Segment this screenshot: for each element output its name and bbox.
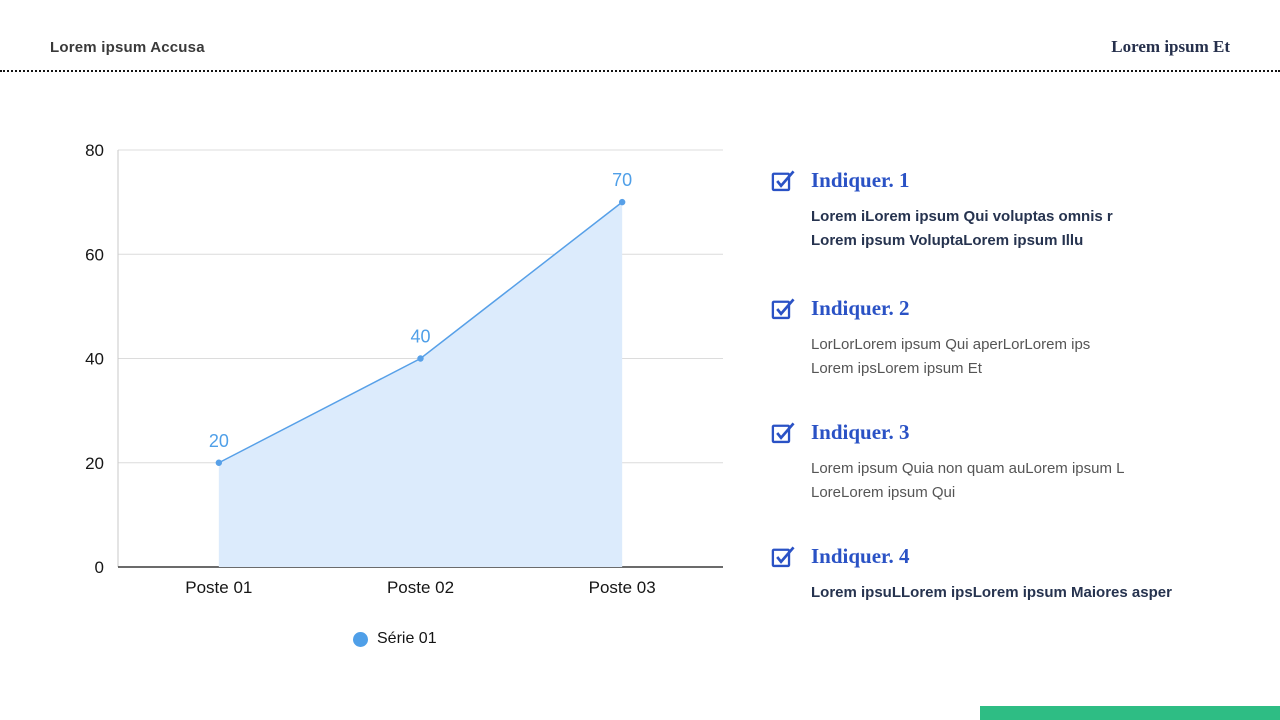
legend-series-label: Série 01: [377, 630, 437, 647]
checkbox-checked-icon: [771, 422, 795, 444]
indicator-item-2: Indiquer. 2 LorLorLorem ipsum Qui aperLo…: [770, 296, 1250, 381]
footer-accent-bar: [980, 706, 1280, 720]
data-point-marker: [618, 198, 626, 206]
indicator-item-4: Indiquer. 4 Lorem ipsuLLorem ipsLorem ip…: [770, 544, 1250, 605]
x-axis-category-label: Poste 03: [589, 578, 656, 597]
indicator-item-1: Indiquer. 1 Lorem iLorem ipsum Qui volup…: [770, 168, 1250, 253]
indicator-title: Indiquer. 2: [811, 296, 910, 320]
data-point-marker: [215, 459, 223, 466]
y-axis-tick-label: 20: [85, 454, 104, 473]
indicator-title: Indiquer. 3: [811, 420, 910, 444]
indicator-item-3: Indiquer. 3 Lorem ipsum Quia non quam au…: [770, 420, 1250, 505]
data-point-value-label: 70: [612, 170, 632, 190]
slide-title-left: Lorem ipsum Accusa: [50, 39, 205, 56]
indicator-title: Indiquer. 4: [811, 544, 910, 568]
indicator-body: Lorem ipsum Quia non quam auLorem ipsum …: [811, 460, 1125, 501]
indicator-body: LorLorLorem ipsum Qui aperLorLorem ips L…: [811, 336, 1091, 377]
area-chart: 0 20 40 60 80 20 Poste 01 40 Poste 02 70 Poste 03: [85, 141, 723, 597]
y-axis-tick-label: 80: [85, 141, 104, 160]
x-axis-category-label: Poste 01: [185, 578, 252, 597]
indicator-title: Indiquer. 1: [811, 168, 910, 192]
slide-title-right: Lorem ipsum Et: [1111, 37, 1230, 56]
data-point-value-label: 40: [410, 327, 430, 347]
y-axis-tick-label: 60: [85, 245, 104, 264]
checkbox-checked-icon: [771, 298, 795, 320]
indicator-body: Lorem iLorem ipsum Qui voluptas omnis r …: [811, 208, 1113, 249]
x-axis-category-label: Poste 02: [387, 578, 454, 597]
y-axis-tick-label: 0: [95, 558, 104, 577]
indicator-body: Lorem ipsuLLorem ipsLorem ipsum Maiores …: [811, 584, 1172, 601]
data-point-value-label: 20: [209, 431, 229, 451]
series-area-fill: [218, 202, 623, 567]
legend-series-dot-icon: [353, 631, 368, 647]
y-axis-tick-label: 40: [85, 350, 104, 369]
data-point-marker: [417, 355, 424, 362]
dotted-divider: [0, 70, 1280, 72]
checkbox-checked-icon: [771, 546, 795, 568]
checkbox-checked-icon: [771, 170, 795, 192]
chart-legend: Série 01: [353, 630, 437, 648]
